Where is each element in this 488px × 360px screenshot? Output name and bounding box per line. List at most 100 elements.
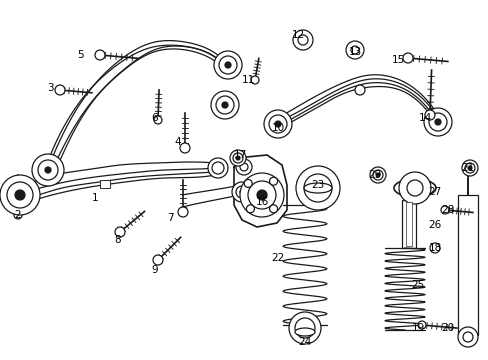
Circle shape (440, 206, 448, 214)
Text: 4: 4 (174, 137, 181, 147)
Circle shape (15, 190, 25, 200)
Circle shape (372, 170, 382, 180)
Circle shape (375, 173, 379, 177)
Circle shape (236, 156, 240, 160)
Text: 13: 13 (347, 47, 361, 57)
Circle shape (95, 50, 105, 60)
Circle shape (457, 327, 477, 347)
Text: 26: 26 (427, 220, 441, 230)
Circle shape (178, 207, 187, 217)
Circle shape (207, 158, 227, 178)
Circle shape (250, 76, 259, 84)
Circle shape (304, 174, 331, 202)
Bar (401, 200, 415, 248)
Circle shape (350, 46, 358, 54)
Circle shape (295, 166, 339, 210)
Circle shape (257, 190, 266, 200)
Circle shape (297, 35, 307, 45)
Circle shape (429, 243, 439, 253)
Circle shape (38, 160, 58, 180)
Text: 28: 28 (441, 205, 454, 215)
Text: 9: 9 (151, 265, 158, 275)
Circle shape (417, 321, 425, 329)
Ellipse shape (304, 183, 331, 193)
Circle shape (236, 186, 247, 198)
Circle shape (406, 180, 422, 196)
Circle shape (428, 113, 446, 131)
Text: 10: 10 (271, 123, 284, 133)
Circle shape (288, 312, 320, 344)
Text: 3: 3 (46, 83, 53, 93)
Text: 18: 18 (427, 243, 441, 253)
Circle shape (294, 318, 314, 338)
Circle shape (402, 53, 412, 63)
Circle shape (212, 162, 224, 174)
Ellipse shape (294, 328, 314, 336)
Text: 29: 29 (367, 170, 381, 180)
Circle shape (154, 116, 162, 124)
Circle shape (216, 96, 234, 114)
Bar (457, 195, 477, 335)
Circle shape (434, 119, 440, 125)
Text: 16: 16 (255, 197, 268, 207)
Circle shape (464, 163, 474, 173)
Text: 11: 11 (241, 75, 254, 85)
Circle shape (214, 51, 242, 79)
Circle shape (231, 182, 251, 202)
Circle shape (55, 85, 65, 95)
Circle shape (398, 172, 430, 204)
Circle shape (244, 179, 252, 188)
Text: 21: 21 (461, 163, 474, 173)
Circle shape (0, 175, 40, 215)
Circle shape (264, 110, 291, 138)
Circle shape (292, 30, 312, 50)
Circle shape (115, 227, 125, 237)
Circle shape (246, 205, 254, 213)
Text: 1: 1 (92, 193, 98, 203)
Circle shape (7, 182, 33, 208)
Circle shape (268, 115, 286, 133)
Text: 27: 27 (427, 187, 441, 197)
Circle shape (232, 153, 243, 163)
Circle shape (224, 62, 230, 68)
Text: 24: 24 (298, 337, 311, 347)
Circle shape (14, 211, 22, 219)
Text: 22: 22 (271, 253, 284, 263)
Ellipse shape (393, 179, 435, 197)
Circle shape (32, 154, 64, 186)
Circle shape (461, 160, 477, 176)
Text: 15: 15 (390, 55, 404, 65)
Circle shape (247, 181, 275, 209)
Circle shape (210, 91, 239, 119)
Circle shape (240, 190, 244, 194)
Circle shape (269, 177, 277, 185)
Circle shape (369, 167, 385, 183)
Circle shape (180, 143, 190, 153)
Circle shape (354, 85, 364, 95)
Circle shape (153, 255, 163, 265)
Circle shape (222, 102, 227, 108)
Text: 2: 2 (15, 210, 21, 220)
Circle shape (236, 159, 251, 175)
Text: 17: 17 (233, 150, 246, 160)
Text: 8: 8 (115, 235, 121, 245)
Circle shape (219, 56, 237, 74)
Text: 12: 12 (291, 30, 304, 40)
Text: 14: 14 (418, 113, 431, 123)
Text: 20: 20 (441, 323, 454, 333)
Circle shape (269, 205, 277, 213)
Circle shape (45, 167, 51, 173)
Circle shape (423, 108, 451, 136)
Text: 19: 19 (410, 323, 424, 333)
Text: 5: 5 (77, 50, 83, 60)
Circle shape (467, 166, 471, 170)
Text: 7: 7 (166, 213, 173, 223)
Text: 25: 25 (410, 280, 424, 290)
Circle shape (240, 173, 284, 217)
Circle shape (229, 150, 245, 166)
Circle shape (462, 332, 472, 342)
Circle shape (424, 110, 434, 120)
Bar (100, 180, 110, 188)
Bar (405, 202, 411, 246)
Circle shape (274, 121, 281, 127)
